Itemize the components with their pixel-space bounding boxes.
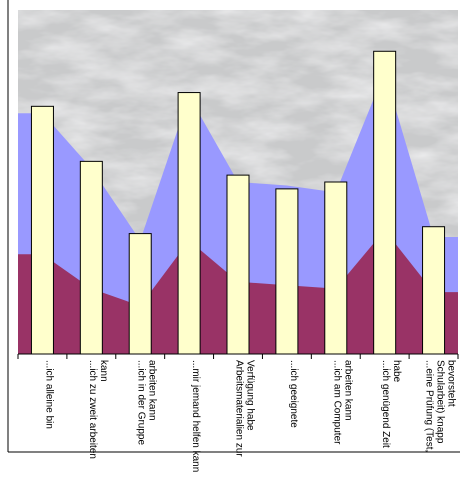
x-tick-label-4-1: Verfügung habe — [245, 360, 256, 431]
x-tick-label-8-0: ...eine Prüfung (Test, — [424, 360, 435, 452]
bar-series-group — [30, 50, 446, 355]
bar-3 — [177, 92, 201, 355]
x-tick-label-1-0: ...ich zu zweit arbeiten — [87, 360, 98, 459]
bar-5 — [275, 188, 299, 355]
bar-2 — [128, 233, 152, 355]
x-tick-label-8-2: bevorsteht — [446, 360, 457, 407]
bar-8 — [422, 226, 446, 355]
bar-1 — [79, 160, 103, 355]
x-tick-label-8-1: Schularbeit) knapp — [435, 360, 446, 444]
x-tick-label-7-1: habe — [391, 360, 402, 383]
x-tick-label-0-0: ...ich alleine bin — [43, 360, 54, 429]
x-axis-labels: ...ich alleine bin ...ich zu zweit arbeit… — [43, 360, 456, 472]
x-tick-label-2-0: ...ich in der Gruppe — [136, 360, 147, 445]
x-tick-label-3-0: ...mir jemand helfen kann — [190, 360, 201, 472]
x-tick-label-2-1: arbeiten kann — [147, 360, 158, 421]
x-tick-label-6-0: ...ich am Computer — [331, 360, 342, 445]
x-tick-label-6-1: arbeiten kann — [342, 360, 353, 421]
x-axis-ticks — [17, 354, 459, 359]
bar-0 — [30, 105, 54, 355]
x-tick-label-1-1: kann — [98, 360, 109, 382]
x-tick-label-4-0: Arbeitsmaterialien zur — [234, 360, 245, 457]
x-tick-label-5-0: ...ich geeignete — [288, 360, 299, 428]
x-tick-label-7-0: ...ich genügend Zeit — [380, 360, 391, 448]
bar-4 — [226, 174, 250, 355]
bar-7 — [373, 50, 397, 355]
bar-6 — [324, 181, 348, 355]
